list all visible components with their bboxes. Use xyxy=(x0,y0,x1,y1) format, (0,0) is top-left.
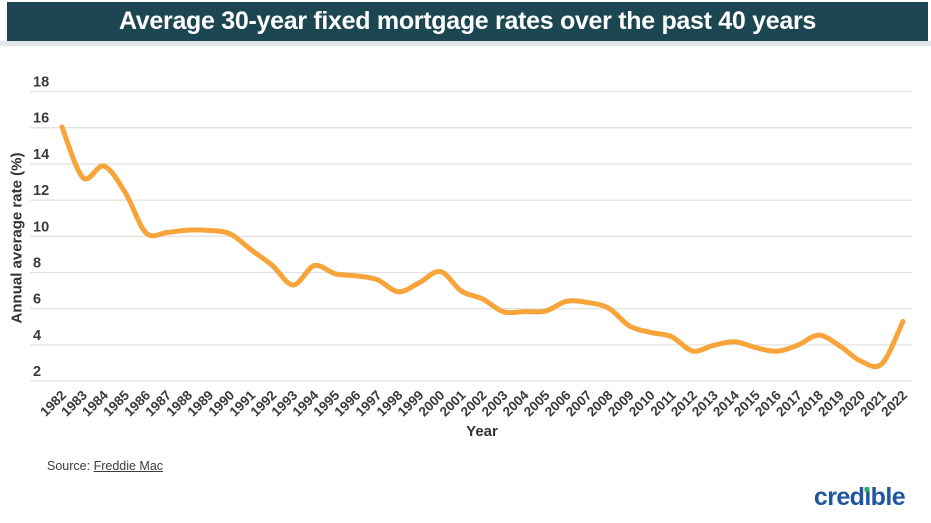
y-tick-label: 2 xyxy=(33,364,41,380)
source-prefix: Source: xyxy=(47,459,94,473)
y-tick-label: 14 xyxy=(33,147,49,163)
y-axis-label: Annual average rate (%) xyxy=(8,152,26,324)
header-divider xyxy=(0,41,931,46)
rate-line xyxy=(59,124,906,370)
chart-title: Average 30-year fixed mortgage rates ove… xyxy=(118,7,816,35)
logo-letter-i: ı xyxy=(864,483,871,511)
x-axis-label: Year xyxy=(466,423,498,440)
y-tick-label: 6 xyxy=(33,292,41,308)
logo-green-dot xyxy=(864,487,870,492)
y-tick-label: 8 xyxy=(33,256,41,272)
logo-text-before-i: cred xyxy=(813,483,865,511)
y-tick-label: 12 xyxy=(33,183,49,199)
y-tick-label: 18 xyxy=(33,75,49,91)
credible-logo: credı ble xyxy=(813,483,906,512)
y-tick-label: 4 xyxy=(33,328,41,344)
chart-title-bar: Average 30-year fixed mortgage rates ove… xyxy=(7,2,928,41)
y-tick-label: 10 xyxy=(33,219,49,235)
source-note: Source: Freddie Mac xyxy=(47,459,163,473)
source-link[interactable]: Freddie Mac xyxy=(93,459,164,473)
y-tick-label: 16 xyxy=(33,111,49,127)
logo-text-after-i: ble xyxy=(870,483,906,511)
